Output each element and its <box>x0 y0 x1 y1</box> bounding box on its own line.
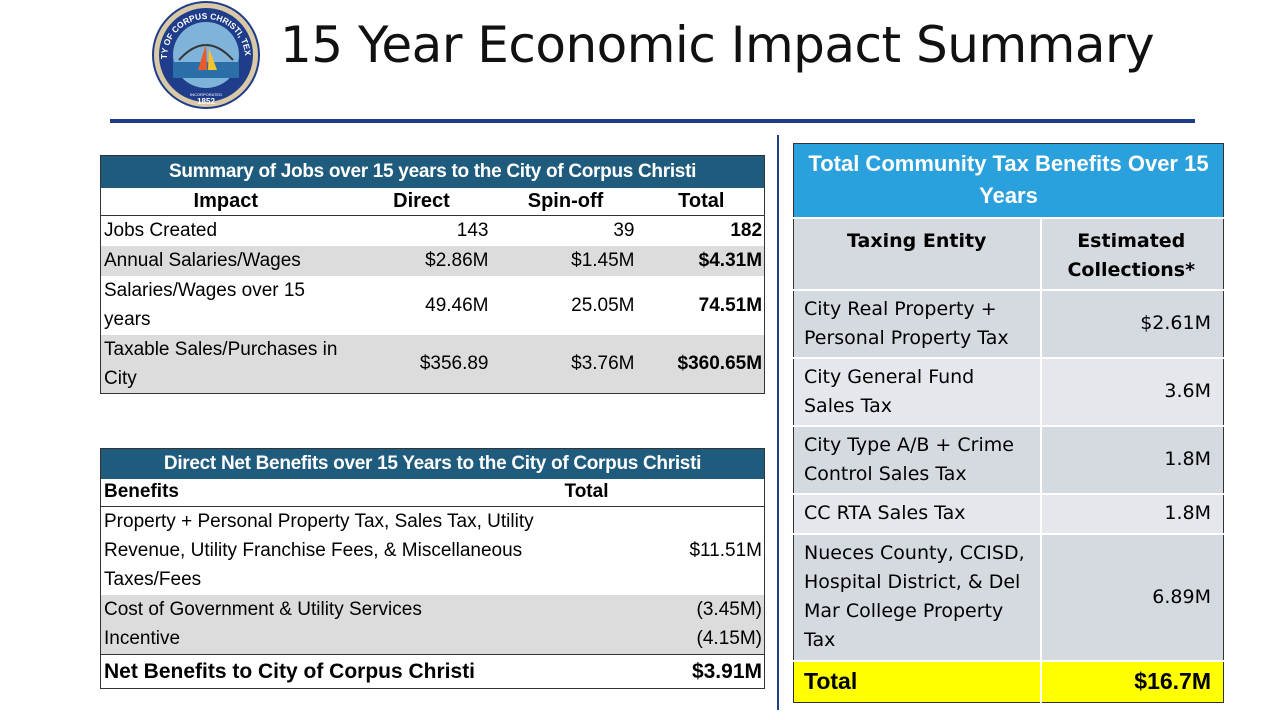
seal-incorporated-text: INCORPORATED <box>190 92 222 97</box>
jobs-direct-cell: 143 <box>456 219 489 241</box>
vertical-divider <box>777 135 779 710</box>
tax-value-cell: 3.6M <box>1039 356 1224 426</box>
jobs-table-title: Summary of Jobs over 15 years to the Cit… <box>100 155 765 188</box>
table-row: City Real Property + Personal Property T… <box>793 288 1224 358</box>
jobs-impact-cell: Salaries/Wages over 15 years <box>104 280 306 330</box>
jobs-col-direct: Direct <box>350 187 493 216</box>
net-benefit-value: $3.91M <box>560 654 765 689</box>
jobs-spinoff-cell: 25.05M <box>571 294 635 316</box>
jobs-spinoff-cell: $3.76M <box>492 334 639 394</box>
table-row: Cost of Government & Utility Services (3… <box>100 594 765 625</box>
tax-total-label: Total <box>793 659 1041 703</box>
seal-year-text: 1852 <box>197 97 215 106</box>
tax-entity-cell: City General Fund Sales Tax <box>793 356 1041 426</box>
net-benefit-label: Net Benefits to City of Corpus Christi <box>100 654 561 689</box>
table-row: Nueces County, CCISD, Hospital District,… <box>793 532 1224 661</box>
table-row: CC RTA Sales Tax 1.8M <box>793 492 1224 534</box>
table-row: City Type A/B + Crime Control Sales Tax … <box>793 424 1224 494</box>
benefit-value-cell: (3.45M) <box>560 594 765 625</box>
tax-entity-cell: CC RTA Sales Tax <box>793 492 1041 534</box>
table-row: Incentive (4.15M) <box>100 624 765 655</box>
jobs-total-cell: $4.31M <box>638 245 765 276</box>
tax-value-cell: 6.89M <box>1039 532 1224 661</box>
tax-col-collections: Estimated Collections* <box>1039 216 1224 290</box>
city-seal-logo: CITY OF CORPUS CHRISTI, TEXAS INCORPORAT… <box>143 0 260 109</box>
jobs-summary-table: Summary of Jobs over 15 years to the Cit… <box>100 155 766 394</box>
title-divider <box>110 119 1195 123</box>
jobs-col-total: Total <box>638 187 765 216</box>
benefit-label-cell: Incentive <box>100 624 561 655</box>
table-row: Total $16.7M <box>793 659 1224 703</box>
table-row: Salaries/Wages over 15 years 49.46M 25.0… <box>101 276 765 335</box>
tax-table-title: Total Community Tax Benefits Over 15 Yea… <box>793 143 1224 218</box>
tax-value-cell: $2.61M <box>1039 288 1224 358</box>
table-row: Net Benefits to City of Corpus Christi $… <box>100 654 765 689</box>
tax-entity-cell: City Type A/B + Crime Control Sales Tax <box>793 424 1041 494</box>
jobs-spinoff-cell: 39 <box>613 219 635 241</box>
table-row: City General Fund Sales Tax 3.6M <box>793 356 1224 426</box>
tax-col-entity: Taxing Entity <box>793 216 1041 290</box>
benefit-value-cell: $11.51M <box>689 540 762 562</box>
table-row: Property + Personal Property Tax, Sales … <box>101 507 765 595</box>
tax-value-cell: 1.8M <box>1039 424 1224 494</box>
tax-entity-cell: Nueces County, CCISD, Hospital District,… <box>793 532 1041 661</box>
table-row: Jobs Created 143 39 182 <box>101 216 765 246</box>
tax-value-cell: 1.8M <box>1039 492 1224 534</box>
jobs-impact-cell: Taxable Sales/Purchases in City <box>100 334 351 394</box>
jobs-total-cell: 182 <box>730 219 763 241</box>
jobs-direct-cell: 49.46M <box>425 294 489 316</box>
community-tax-table: Total Community Tax Benefits Over 15 Yea… <box>793 143 1224 703</box>
benefits-col-total: Total <box>560 478 765 507</box>
tax-entity-cell: City Real Property + Personal Property T… <box>793 288 1041 358</box>
jobs-direct-cell: $2.86M <box>350 245 493 276</box>
jobs-col-spinoff: Spin-off <box>492 187 639 216</box>
table-row: Taxable Sales/Purchases in City $356.89 … <box>100 334 765 394</box>
jobs-direct-cell: $356.89 <box>350 334 493 394</box>
jobs-impact-cell: Jobs Created <box>104 219 218 241</box>
benefits-table-title: Direct Net Benefits over 15 Years to the… <box>100 448 765 479</box>
jobs-total-cell: $360.65M <box>638 334 765 394</box>
jobs-spinoff-cell: $1.45M <box>492 245 639 276</box>
benefit-label-cell: Property + Personal Property Tax, Sales … <box>104 511 534 591</box>
table-row: Annual Salaries/Wages $2.86M $1.45M $4.3… <box>100 245 765 276</box>
benefit-label-cell: Cost of Government & Utility Services <box>100 594 561 625</box>
page-title: 15 Year Economic Impact Summary <box>280 16 1155 74</box>
benefits-col-benefits: Benefits <box>100 478 561 507</box>
tax-total-value: $16.7M <box>1039 659 1224 703</box>
jobs-col-impact: Impact <box>100 187 351 216</box>
benefit-value-cell: (4.15M) <box>560 624 765 655</box>
jobs-total-cell: 74.51M <box>698 294 763 316</box>
jobs-impact-cell: Annual Salaries/Wages <box>100 245 351 276</box>
net-benefits-table: Direct Net Benefits over 15 Years to the… <box>100 448 765 689</box>
